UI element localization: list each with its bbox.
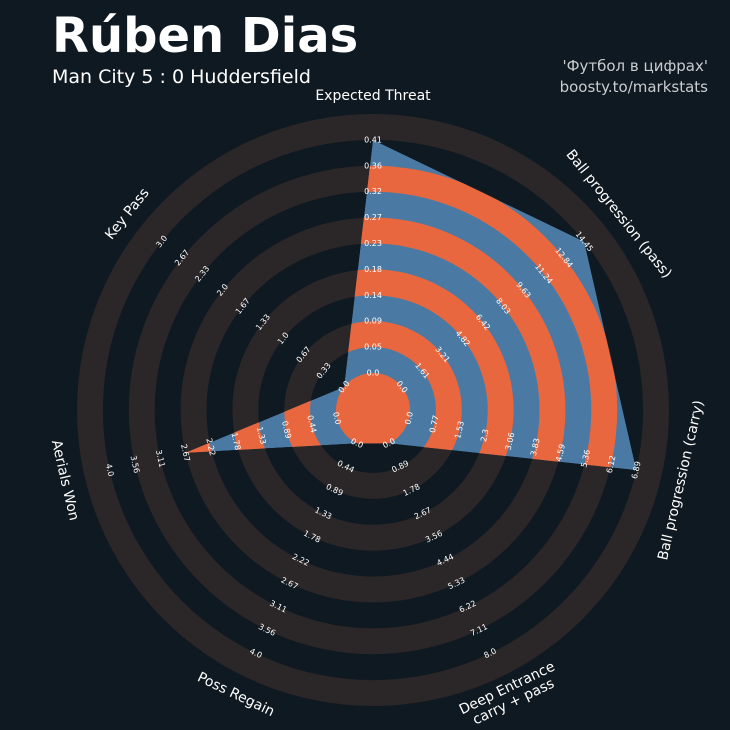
player-name-title: Rúben Dias xyxy=(52,8,359,64)
tick-label: 0.0 xyxy=(331,411,343,425)
tick-label: 1.53 xyxy=(453,420,466,439)
tick-label: 1.78 xyxy=(230,432,243,451)
tick-label: 0.32 xyxy=(364,187,382,196)
match-subtitle: Man City 5 : 0 Huddersfield xyxy=(52,66,311,88)
tick-label: 0.18 xyxy=(364,265,382,274)
parameter-label: Aerials Won xyxy=(48,438,82,522)
tick-label: 0.0 xyxy=(367,369,380,378)
tick-label: 4.0 xyxy=(104,463,116,477)
tick-label: 0.89 xyxy=(280,420,293,439)
tick-label: 0.41 xyxy=(364,135,382,144)
tick-label: 0.09 xyxy=(364,317,382,326)
tick-label: 0.0 xyxy=(403,411,415,425)
tick-labels: 0.0 0.05 0.09 0.14 0.18 0.23 0.27 0.32 0.36 0.41 0… xyxy=(104,135,643,660)
tick-label: 2.22 xyxy=(204,437,217,456)
tick-label: 2.3 xyxy=(479,428,491,442)
tick-label: 3.83 xyxy=(529,437,542,456)
credit-block: 'Футбол в цифрах' boosty.to/markstats xyxy=(560,56,708,98)
tick-label: 3.06 xyxy=(504,432,517,451)
tick-label: 2.67 xyxy=(179,443,192,462)
tick-label: 3.56 xyxy=(128,455,141,474)
tick-label: 0.05 xyxy=(364,343,382,352)
tick-label: 5.36 xyxy=(579,449,592,468)
credit-line-channel: 'Футбол в цифрах' xyxy=(562,57,708,75)
credit-line-url: boosty.to/markstats xyxy=(559,78,708,96)
tick-label: 0.44 xyxy=(305,414,318,433)
parameter-label: Expected Threat xyxy=(315,88,431,104)
tick-label: 0.14 xyxy=(364,291,382,300)
tick-label: 1.33 xyxy=(255,426,268,445)
tick-label: 0.27 xyxy=(364,213,382,222)
tick-label: 0.36 xyxy=(364,161,382,170)
tick-label: 0.23 xyxy=(364,239,382,248)
tick-label: 4.59 xyxy=(554,443,567,462)
highlighted-rings xyxy=(185,139,637,471)
tick-label: 3.11 xyxy=(154,449,167,468)
center-disc xyxy=(336,373,410,447)
tick-label: 6.12 xyxy=(605,455,618,474)
tick-label: 6.89 xyxy=(630,460,643,479)
tick-label: 0.77 xyxy=(428,414,441,433)
